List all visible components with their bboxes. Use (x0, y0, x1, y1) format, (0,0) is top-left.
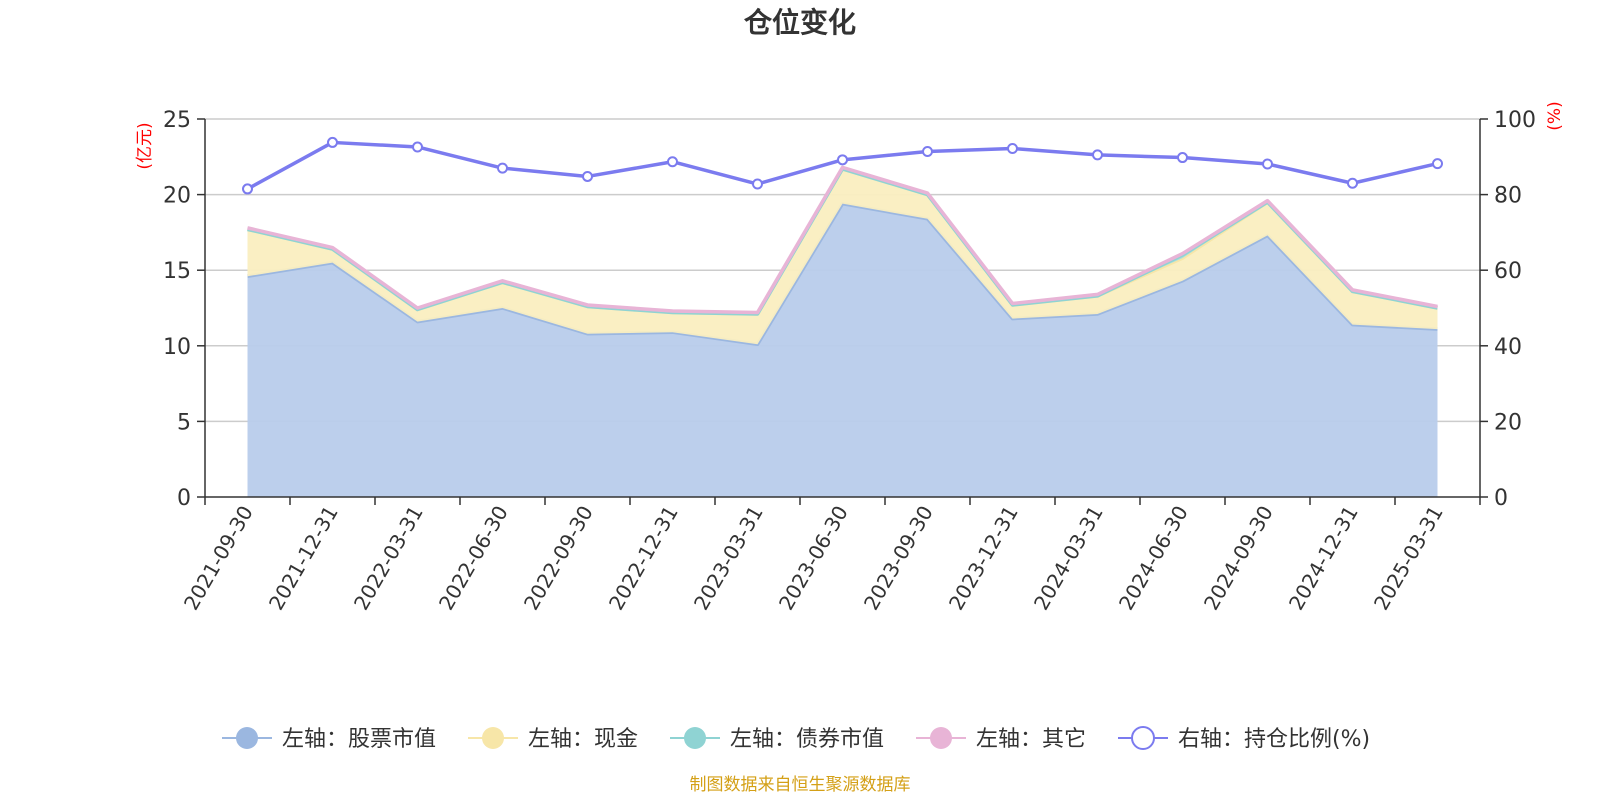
legend: 左轴：股票市值 左轴：现金 左轴：债券市值 左轴：其它 右轴：持仓比例(%) (222, 726, 1370, 752)
x-axis-tick-label: 2023-03-31 (689, 502, 768, 615)
right-axis-unit: (%) (1545, 101, 1565, 130)
legend-marker (1131, 726, 1155, 750)
x-axis-tick-label: 2023-09-30 (859, 502, 938, 615)
area-series (247, 165, 1438, 497)
ratio-point (1007, 142, 1018, 154)
area-series-2 (247, 168, 1438, 345)
legend-marker (482, 727, 504, 749)
area-series-edge-4 (247, 165, 1438, 315)
left-axis-tick-label: 0 (177, 486, 191, 511)
right-axis-tick-label: 60 (1494, 259, 1522, 284)
ratio-point (1177, 152, 1188, 164)
legend-marker (236, 727, 258, 749)
x-axis-tick-label: 2023-06-30 (774, 502, 853, 615)
legend-item: 左轴：现金 (468, 727, 638, 752)
x-axis-tick-label: 2024-12-31 (1284, 502, 1363, 615)
ratio-point (1262, 158, 1273, 170)
right-axis-tick-label: 100 (1494, 108, 1536, 133)
left-axis-tick-label: 10 (163, 335, 191, 360)
ratio-point (922, 146, 933, 158)
legend-label: 左轴：债券市值 (730, 727, 884, 752)
legend-marker (684, 727, 706, 749)
ratio-point (497, 162, 508, 174)
left-axis-tick-label: 5 (177, 410, 191, 435)
x-axis-tick-label: 2022-09-30 (519, 502, 598, 615)
x-axis-tick-label: 2024-09-30 (1199, 502, 1278, 615)
legend-marker (930, 727, 952, 749)
ratio-point (582, 170, 593, 182)
ratio-point (327, 136, 338, 148)
x-axis-tick-label: 2025-03-31 (1369, 502, 1448, 615)
legend-label: 左轴：股票市值 (282, 727, 436, 752)
legend-item: 左轴：其它 (916, 727, 1086, 752)
ratio-point (1092, 149, 1103, 161)
legend-label: 右轴：持仓比例(%) (1178, 727, 1370, 752)
x-axis-tick-label: 2022-03-31 (349, 502, 428, 615)
right-axis-tick-label: 0 (1494, 486, 1508, 511)
ratio-point (1432, 158, 1443, 170)
left-axis-tick-label: 20 (163, 184, 191, 209)
ratio-point (412, 141, 423, 153)
right-axis-tick-label: 40 (1494, 335, 1522, 360)
x-axis-tick-label: 2021-12-31 (264, 502, 343, 615)
right-axis-tick-label: 80 (1494, 184, 1522, 209)
left-axis-unit: (亿元) (135, 122, 155, 169)
ratio-point (667, 156, 678, 168)
legend-item: 左轴：股票市值 (222, 727, 436, 752)
legend-label: 左轴：其它 (976, 727, 1086, 752)
source-note: 制图数据来自恒生聚源数据库 (690, 775, 911, 795)
x-axis-tick-label: 2023-12-31 (944, 502, 1023, 615)
ratio-point (242, 183, 253, 195)
x-axis-tick-label: 2024-03-31 (1029, 502, 1108, 615)
x-axis-tick-label: 2022-12-31 (604, 502, 683, 615)
x-axis-tick-label: 2024-06-30 (1114, 502, 1193, 615)
left-axis-tick-label: 15 (163, 259, 191, 284)
right-axis-tick-label: 20 (1494, 410, 1522, 435)
ratio-point (752, 178, 763, 190)
x-axis-tick-label: 2022-06-30 (434, 502, 513, 615)
legend-label: 左轴：现金 (528, 727, 638, 752)
ratio-point (1347, 177, 1358, 189)
area-series-1 (247, 203, 1438, 497)
ratio-line-series (242, 136, 1443, 195)
ratio-point (837, 154, 848, 166)
x-axis-tick-label: 2021-09-30 (179, 502, 258, 615)
legend-item: 左轴：债券市值 (670, 727, 884, 752)
left-axis-tick-label: 25 (163, 108, 191, 133)
chart-title: 仓位变化 (744, 6, 856, 39)
legend-item: 右轴：持仓比例(%) (1118, 726, 1370, 752)
